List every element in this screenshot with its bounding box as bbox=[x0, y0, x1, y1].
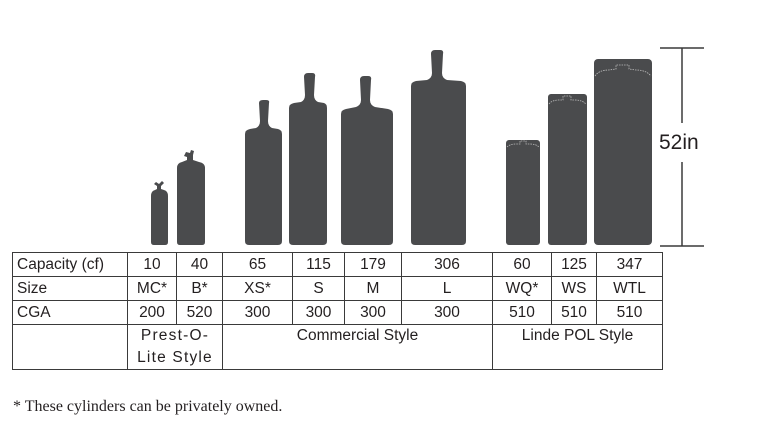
cylinder-m-icon bbox=[341, 76, 393, 245]
style-row: Prest-O-Lite Style Commercial Style Lind… bbox=[12, 324, 663, 370]
style-prest-o-lite: Prest-O-Lite Style bbox=[127, 324, 223, 370]
cga-cell: 300 bbox=[222, 300, 293, 325]
cylinder-b-icon bbox=[177, 150, 205, 245]
capacity-cell: 40 bbox=[176, 252, 223, 277]
size-cell: B* bbox=[176, 276, 223, 301]
cylinder-mc-icon bbox=[151, 181, 168, 245]
cylinder-wtl-icon bbox=[594, 59, 652, 245]
cylinder-xs-icon bbox=[245, 100, 282, 245]
style-row-header-empty bbox=[12, 324, 128, 370]
size-cell: WS bbox=[551, 276, 597, 301]
cga-cell: 300 bbox=[292, 300, 345, 325]
size-row-header: Size bbox=[12, 276, 128, 301]
size-cell: XS* bbox=[222, 276, 293, 301]
capacity-cell: 306 bbox=[401, 252, 493, 277]
size-cell: WQ* bbox=[492, 276, 552, 301]
wtl-valve-outline bbox=[594, 64, 652, 77]
size-cell: S bbox=[292, 276, 345, 301]
cga-cell: 510 bbox=[492, 300, 552, 325]
size-row: Size MC* B* XS* S M L WQ* WS WTL bbox=[12, 276, 663, 301]
capacity-cell: 125 bbox=[551, 252, 597, 277]
cga-cell: 510 bbox=[551, 300, 597, 325]
size-cell: L bbox=[401, 276, 493, 301]
cylinder-spec-table: Capacity (cf) 10 40 65 115 179 306 60 12… bbox=[12, 252, 663, 370]
capacity-cell: 65 bbox=[222, 252, 293, 277]
capacity-cell: 115 bbox=[292, 252, 345, 277]
height-dimension-label: 52in bbox=[659, 131, 699, 154]
capacity-cell: 10 bbox=[127, 252, 177, 277]
capacity-cell: 347 bbox=[596, 252, 663, 277]
size-cell: M bbox=[344, 276, 402, 301]
cga-cell: 510 bbox=[596, 300, 663, 325]
style-commercial: Commercial Style bbox=[222, 324, 493, 370]
footnote: * These cylinders can be privately owned… bbox=[13, 398, 283, 415]
cga-cell: 200 bbox=[127, 300, 177, 325]
cga-cell: 520 bbox=[176, 300, 223, 325]
size-cell: WTL bbox=[596, 276, 663, 301]
style-linde-pol: Linde POL Style bbox=[492, 324, 663, 370]
cga-row: CGA 200 520 300 300 300 300 510 510 510 bbox=[12, 300, 663, 325]
cga-cell: 300 bbox=[401, 300, 493, 325]
cylinder-wq-icon bbox=[506, 140, 540, 245]
cga-cell: 300 bbox=[344, 300, 402, 325]
cylinder-ws-icon bbox=[548, 94, 587, 245]
cylinder-s-icon bbox=[289, 73, 327, 245]
size-cell: MC* bbox=[127, 276, 177, 301]
cylinder-l-icon bbox=[411, 50, 466, 245]
ws-valve-outline bbox=[548, 95, 587, 105]
capacity-cell: 60 bbox=[492, 252, 552, 277]
capacity-cell: 179 bbox=[344, 252, 402, 277]
cga-row-header: CGA bbox=[12, 300, 128, 325]
capacity-row-header: Capacity (cf) bbox=[12, 252, 128, 277]
wq-valve-outline bbox=[506, 140, 540, 148]
capacity-row: Capacity (cf) 10 40 65 115 179 306 60 12… bbox=[12, 252, 663, 277]
height-dimension-line bbox=[660, 47, 704, 247]
